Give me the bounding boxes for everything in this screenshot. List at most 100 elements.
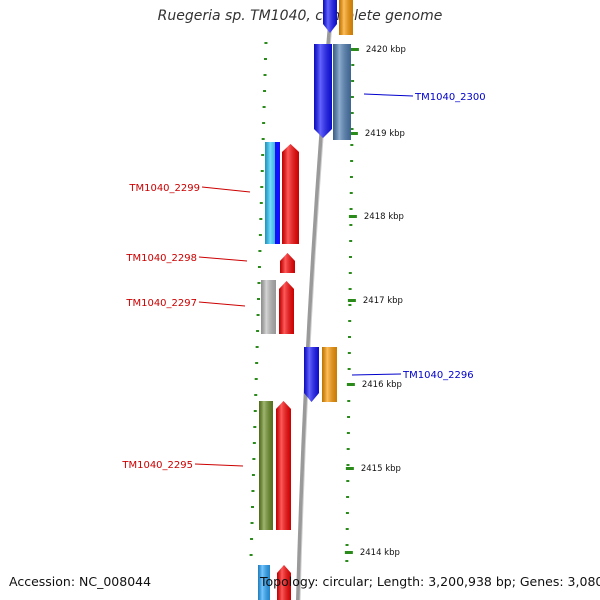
left-tick-dot [262, 122, 266, 124]
gene-label-leader [198, 256, 248, 262]
left-tick-dot [251, 490, 255, 492]
left-tick-dot [260, 170, 264, 172]
left-tick-dot [260, 186, 264, 188]
gene-label-TM1040_2298[interactable]: TM1040_2298 [125, 253, 197, 264]
left-tick-dot [258, 234, 262, 236]
left-tick-dot [250, 506, 254, 508]
right-tick-dot [346, 496, 350, 498]
left-tick-dot [255, 346, 259, 348]
kbp-tick-mark [344, 551, 353, 554]
kbp-tick-label: 2415 kbp [361, 464, 401, 474]
left-tick-dot [250, 522, 254, 524]
left-tick-dot [249, 554, 253, 556]
gene-label-TM1040_2295[interactable]: TM1040_2295 [121, 460, 193, 471]
right-tick-dot [350, 128, 354, 130]
kbp-tick-mark [349, 132, 358, 135]
gene-label-TM1040_2297[interactable]: TM1040_2297 [125, 298, 197, 309]
left-tick-dot [261, 138, 265, 140]
gene-bar-bottom-skyblue-shade [258, 565, 270, 600]
gene-arrow-TM1040_2300-blue-shade [314, 44, 332, 138]
right-tick-dot [349, 176, 353, 178]
topology-text: Topology: circular; Length: 3,200,938 bp… [260, 574, 600, 589]
left-tick-dot [255, 362, 259, 364]
left-tick-dot [262, 106, 266, 108]
left-tick-dot [257, 282, 261, 284]
left-tick-dot [251, 474, 255, 476]
kbp-tick-label: 2419 kbp [365, 129, 405, 139]
right-tick-dot [348, 288, 352, 290]
left-tick-dot [256, 330, 260, 332]
right-tick-dot [345, 512, 349, 514]
right-tick-dot [349, 192, 353, 194]
right-tick-dot [350, 96, 354, 98]
gene-arrow-top-blue-shade [323, 0, 337, 33]
kbp-tick-mark [346, 383, 355, 386]
right-tick-dot [345, 544, 349, 546]
left-tick-dot [263, 90, 267, 92]
gene-bar-TM1040_2299-blue-edge [275, 142, 280, 244]
right-tick-dot [348, 272, 352, 274]
left-tick-dot [263, 74, 267, 76]
right-tick-dot [347, 368, 351, 370]
left-tick-dot [257, 298, 261, 300]
gene-arrow-TM1040_2296-blue-shade [304, 347, 319, 402]
gene-arrow-bottom-red-shade [277, 565, 291, 600]
right-tick-dot [347, 400, 351, 402]
gene-bar-TM1040_2296-orange-shade [322, 347, 337, 402]
left-tick-dot [263, 58, 267, 60]
left-tick-dot [253, 426, 257, 428]
left-tick-dot [257, 266, 261, 268]
kbp-tick-label: 2420 kbp [366, 45, 406, 55]
kbp-tick-label: 2414 kbp [360, 548, 400, 558]
left-tick-dot [259, 202, 263, 204]
left-tick-dot [252, 458, 256, 460]
gene-bar-TM1040_2295-olive-shade [259, 401, 273, 530]
gene-label-leader [198, 301, 246, 307]
right-tick-dot [349, 208, 353, 210]
right-tick-dot [346, 464, 350, 466]
genome-title: Ruegeria sp. TM1040, complete genome [157, 8, 443, 24]
right-tick-dot [351, 80, 355, 82]
gene-arrow-TM1040_2298-red-shade [280, 253, 295, 273]
accession-text: Accession: NC_008044 [9, 574, 152, 589]
right-tick-dot [348, 304, 352, 306]
left-tick-dot [253, 410, 257, 412]
right-tick-dot [349, 224, 353, 226]
left-tick-dot [254, 378, 258, 380]
left-tick-dot [264, 42, 268, 44]
right-tick-dot [349, 240, 353, 242]
right-tick-dot [345, 560, 349, 562]
right-tick-dot [350, 144, 354, 146]
kbp-tick-mark [347, 299, 356, 302]
gene-label-leader [363, 93, 414, 97]
kbp-tick-mark [345, 467, 354, 470]
kbp-tick-mark [348, 215, 357, 218]
right-tick-dot [346, 448, 350, 450]
right-tick-dot [346, 480, 350, 482]
left-tick-dot [259, 218, 263, 220]
left-tick-dot [258, 250, 262, 252]
gene-bar-TM1040_2297-silver-shade [261, 280, 276, 334]
right-tick-dot [351, 64, 355, 66]
right-tick-dot [348, 320, 352, 322]
gene-label-TM1040_2296[interactable]: TM1040_2296 [402, 370, 474, 381]
gene-bar-top-orange-shade [339, 0, 353, 35]
gene-arrow-TM1040_2299-red-shade [282, 144, 299, 244]
left-tick-dot [252, 442, 256, 444]
kbp-tick-label: 2418 kbp [364, 212, 404, 222]
kbp-tick-mark [350, 48, 359, 51]
right-tick-dot [347, 352, 351, 354]
gene-label-leader [351, 373, 402, 376]
right-tick-dot [345, 528, 349, 530]
kbp-tick-label: 2417 kbp [363, 296, 403, 306]
right-tick-dot [347, 416, 351, 418]
left-tick-dot [250, 538, 254, 540]
right-tick-dot [348, 256, 352, 258]
gene-label-TM1040_2300[interactable]: TM1040_2300 [414, 92, 486, 103]
gene-arrow-TM1040_2297-red-shade [279, 281, 294, 334]
right-tick-dot [348, 336, 352, 338]
right-tick-dot [346, 432, 350, 434]
gene-label-TM1040_2299[interactable]: TM1040_2299 [128, 183, 200, 194]
left-tick-dot [261, 154, 265, 156]
